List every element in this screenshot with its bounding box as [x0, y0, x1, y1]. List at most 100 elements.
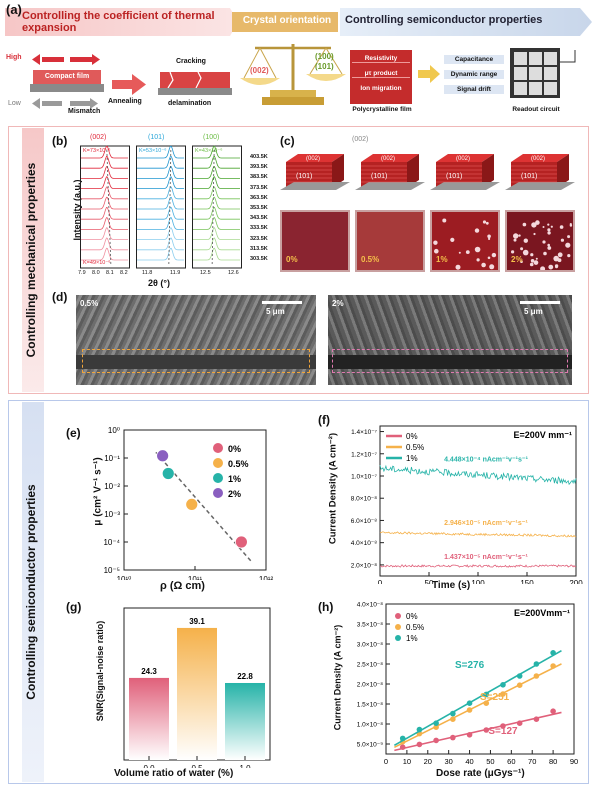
- photo-defect: [450, 237, 455, 242]
- prop-mutau: μτ product: [352, 70, 410, 78]
- xrd-curve: [81, 227, 128, 240]
- readout-label: Readout circuit: [512, 106, 560, 113]
- x-tick-label: 90: [570, 757, 578, 766]
- film-block: (002) (101): [280, 150, 350, 205]
- scale-right-label-1: (100): [315, 52, 334, 61]
- data-point: [516, 682, 523, 688]
- panel-g-xlabel: Volume ratio of water (%): [114, 768, 234, 779]
- film-block-svg: (002) (101): [355, 154, 425, 190]
- legend-label: 1%: [228, 474, 241, 484]
- x-tick-label: 50: [486, 757, 494, 766]
- data-point: [185, 498, 199, 511]
- y-tick-label: 10⁻⁴: [103, 538, 120, 547]
- panel-a: (a) Controlling the coefficient of therm…: [0, 0, 597, 125]
- photo-defect: [458, 251, 461, 254]
- photo-defect: [481, 262, 486, 268]
- delamination-label: delamination: [168, 100, 212, 107]
- photo-defect: [542, 240, 546, 244]
- xrd-curve: [137, 207, 184, 220]
- data-point: [500, 691, 506, 697]
- tick-002-0: 7.9: [78, 270, 86, 276]
- block-front: [436, 162, 482, 188]
- data-point: [450, 710, 456, 717]
- legend-label: 1%: [406, 454, 418, 463]
- film-photo: 1%: [430, 210, 500, 272]
- legend-label: 0%: [406, 612, 418, 621]
- sem-right-scale: 5 μm: [524, 307, 543, 316]
- xrd-curve: [193, 247, 240, 261]
- data-point: [483, 700, 490, 706]
- photo-defect: [540, 266, 546, 270]
- film-block-svg: (002) (101): [430, 154, 500, 190]
- photo-defect: [547, 246, 552, 250]
- tick-101-0: 11.8: [142, 270, 153, 276]
- legend-label: 0.5%: [406, 623, 424, 632]
- xrd-curve: [81, 206, 128, 220]
- sem-left-pct: 0.5%: [80, 299, 99, 308]
- fit-line: [394, 711, 562, 752]
- data-point: [516, 720, 523, 726]
- block-top: [361, 154, 419, 162]
- sem-right-pct: 2%: [332, 299, 344, 308]
- high-label: High: [6, 54, 22, 61]
- block-front: [361, 162, 407, 188]
- photo-defect: [520, 247, 524, 251]
- data-point: [483, 691, 490, 698]
- tick-100-1: 12.6: [228, 270, 239, 276]
- panel-b-xlabel: 2θ (°): [148, 278, 170, 288]
- xrd-curve: [81, 186, 128, 200]
- film-photo: 2%: [505, 210, 575, 272]
- semi-side-bar: [22, 402, 44, 782]
- condition-label: E=200V mm⁻¹: [513, 430, 572, 440]
- condition-label: E=200Vmm⁻¹: [514, 608, 570, 618]
- snr-bar: [225, 682, 265, 760]
- bar-value-label: 22.8: [237, 672, 253, 681]
- y-tick-label: 1.2×10⁻⁷: [351, 451, 377, 458]
- axes-frame: [385, 603, 575, 755]
- sem-left-scalebar: [262, 301, 302, 304]
- panel-h-xlabel: Dose rate (μGys⁻¹): [436, 768, 525, 779]
- tick-002-1: 8.0: [92, 270, 100, 276]
- y-tick-label: 10⁰: [108, 426, 120, 435]
- block-top: [436, 154, 494, 162]
- x-tick-label: 80: [549, 757, 557, 766]
- block-front-face: (101): [371, 173, 387, 180]
- photo-defect: [434, 248, 439, 254]
- legend-label: 0.5%: [228, 459, 249, 469]
- photo-defect: [547, 243, 550, 247]
- temperature-label: 403.5K: [250, 154, 268, 160]
- xrd-curve: [137, 227, 184, 240]
- photo-defect: [547, 231, 551, 235]
- photo-defect: [548, 264, 554, 270]
- tick-100-0: 12.5: [200, 270, 211, 276]
- snr-bar-plot: 24.3 0.0 39.1 0.5 22.8 1.0: [123, 607, 271, 768]
- film-block: (002) (101): [355, 150, 425, 205]
- panel-h-label: (h): [318, 600, 334, 614]
- photo-defect: [533, 232, 536, 236]
- photo-defect: [529, 262, 534, 267]
- y-tick-label: 2.0×10⁻⁸: [357, 682, 383, 689]
- y-tick-label: 10⁻¹: [104, 454, 120, 463]
- x-tick-label: 100: [471, 579, 485, 584]
- photo-defect: [523, 238, 528, 243]
- slope-annotation: 4.448×10⁻⁴ nAcm⁻¹v⁻¹s⁻¹: [444, 457, 528, 464]
- xrd-curve: [137, 156, 184, 169]
- y-tick-label: 1.0×10⁻⁸: [357, 722, 383, 729]
- data-point: [466, 707, 473, 713]
- data-point: [399, 735, 406, 742]
- legend-label: 0.5%: [406, 443, 424, 452]
- sem-left: 0.5% 5 μm: [76, 295, 316, 385]
- xrd-curve: [81, 247, 128, 261]
- photo-defect: [530, 259, 535, 263]
- x-tick-label: 0: [384, 757, 388, 766]
- semi-side-label: Controlling semiconductor properties: [24, 484, 38, 700]
- x-tick-label: 200: [569, 579, 583, 584]
- block-top-face: (002): [531, 156, 545, 162]
- peak-100-title: (100): [203, 134, 220, 141]
- tick-002-2: 8.1: [106, 270, 114, 276]
- temperature-label: 323.5K: [250, 235, 268, 242]
- x-tick-label: 0.0: [143, 764, 155, 768]
- xrd-curve: [193, 206, 240, 220]
- xrd-curve: [81, 166, 128, 179]
- sem-left-scale: 5 μm: [266, 307, 285, 316]
